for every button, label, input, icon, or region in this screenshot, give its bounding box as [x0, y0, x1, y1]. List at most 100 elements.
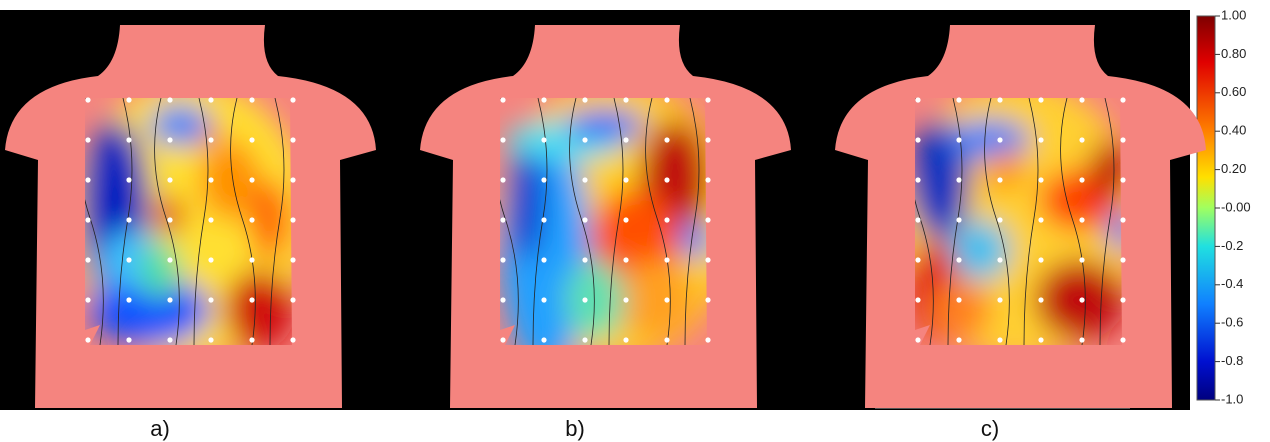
- electrode: [500, 337, 505, 342]
- heat-blob: [565, 260, 625, 340]
- electrode: [623, 257, 628, 262]
- electrode: [208, 297, 213, 302]
- electrode: [208, 177, 213, 182]
- electrode: [541, 97, 546, 102]
- electrode: [582, 137, 587, 142]
- electrode: [623, 217, 628, 222]
- electrode: [1079, 177, 1084, 182]
- electrode: [664, 297, 669, 302]
- electrode: [956, 217, 961, 222]
- heat-blob: [150, 105, 210, 145]
- electrode: [1038, 337, 1043, 342]
- electrode: [997, 97, 1002, 102]
- electrode: [167, 337, 172, 342]
- electrode: [623, 297, 628, 302]
- electrode: [1038, 137, 1043, 142]
- panel-label: b): [565, 416, 585, 441]
- heat-blob: [155, 197, 185, 233]
- electrode: [500, 177, 505, 182]
- electrode: [500, 217, 505, 222]
- electrode: [705, 337, 710, 342]
- electrode: [541, 177, 546, 182]
- electrode: [1079, 337, 1084, 342]
- electrode: [126, 137, 131, 142]
- electrode: [208, 257, 213, 262]
- electrode: [623, 97, 628, 102]
- electrode: [249, 137, 254, 142]
- electrode: [664, 257, 669, 262]
- electrode: [500, 97, 505, 102]
- electrode: [500, 257, 505, 262]
- electrode: [249, 257, 254, 262]
- heat-blob: [565, 110, 645, 140]
- electrode: [1120, 137, 1125, 142]
- electrode: [956, 337, 961, 342]
- electrode: [208, 217, 213, 222]
- electrode: [249, 97, 254, 102]
- electrode: [997, 137, 1002, 142]
- electrode: [623, 177, 628, 182]
- colorbar-tick-label: -1.0: [1221, 391, 1243, 406]
- electrode: [1079, 97, 1084, 102]
- electrode: [956, 297, 961, 302]
- electrode: [541, 257, 546, 262]
- electrode: [956, 97, 961, 102]
- electrode: [208, 97, 213, 102]
- panel-label: c): [981, 416, 999, 441]
- electrode: [541, 217, 546, 222]
- electrode: [997, 257, 1002, 262]
- electrode: [1038, 257, 1043, 262]
- colorbar-tick-label: 0.60: [1221, 84, 1246, 99]
- electrode: [85, 337, 90, 342]
- electrode: [582, 297, 587, 302]
- electrode: [997, 177, 1002, 182]
- heatmap-blobs: [900, 80, 1140, 360]
- heatmap: [70, 80, 310, 360]
- electrode: [1120, 337, 1125, 342]
- electrode: [85, 137, 90, 142]
- heatmap-blobs: [70, 80, 310, 360]
- colorbar-tick-label: -0.6: [1221, 315, 1243, 330]
- electrode: [500, 137, 505, 142]
- electrode: [290, 337, 295, 342]
- colorbar-tick-label: 1.00: [1221, 7, 1246, 22]
- electrode: [126, 97, 131, 102]
- electrode: [167, 137, 172, 142]
- electrode: [208, 337, 213, 342]
- electrode: [956, 177, 961, 182]
- electrode: [1120, 97, 1125, 102]
- electrode: [1038, 217, 1043, 222]
- electrode: [126, 297, 131, 302]
- electrode: [1038, 97, 1043, 102]
- electrode: [956, 137, 961, 142]
- heat-blob: [950, 120, 1030, 160]
- electrode: [500, 297, 505, 302]
- electrode: [126, 177, 131, 182]
- electrode: [290, 137, 295, 142]
- electrode: [582, 217, 587, 222]
- electrode: [582, 337, 587, 342]
- electrode: [290, 97, 295, 102]
- electrode: [290, 297, 295, 302]
- electrode: [1079, 257, 1084, 262]
- electrode: [1120, 217, 1125, 222]
- electrode: [582, 177, 587, 182]
- electrode: [664, 217, 669, 222]
- electrode: [126, 217, 131, 222]
- electrode: [1120, 177, 1125, 182]
- colorbar-tick-label: 0.40: [1221, 123, 1246, 138]
- electrode: [664, 137, 669, 142]
- panel-label: a): [150, 416, 170, 441]
- electrode: [915, 177, 920, 182]
- electrode: [956, 257, 961, 262]
- electrode: [249, 217, 254, 222]
- electrode: [997, 297, 1002, 302]
- electrode: [664, 97, 669, 102]
- colorbar-tick-label: 0.80: [1221, 46, 1246, 61]
- electrode: [290, 177, 295, 182]
- electrode: [705, 97, 710, 102]
- electrode: [85, 177, 90, 182]
- electrode: [1079, 137, 1084, 142]
- heat-blob: [250, 180, 290, 260]
- electrode: [623, 337, 628, 342]
